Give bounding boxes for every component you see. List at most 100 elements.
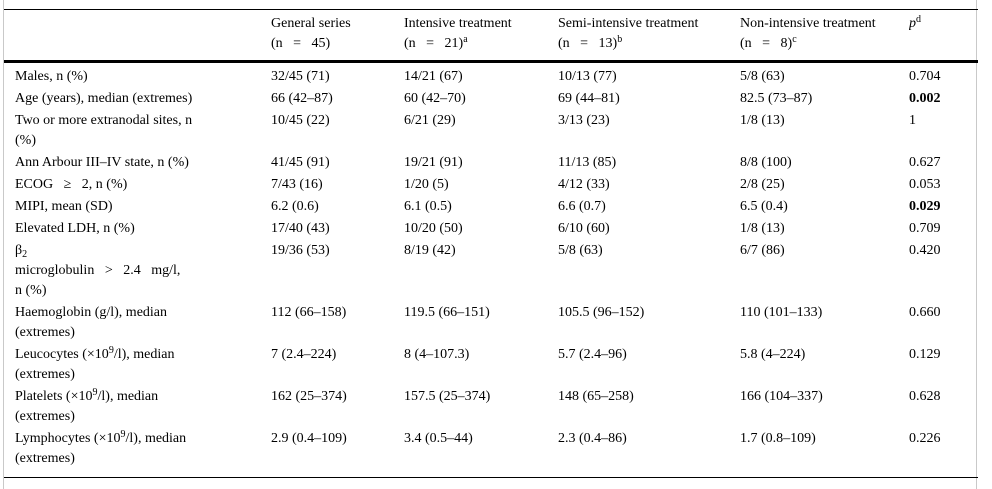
label-sup-text: 9 (120, 429, 126, 440)
cell-value: 69 (44–81) (558, 91, 620, 106)
row-label: ECOG ≥ 2, n (%) (4, 174, 271, 196)
cell-value: 148 (65–258) (558, 389, 634, 404)
column-title: Intensive treatment (404, 16, 512, 31)
header-empty-cell (4, 9, 271, 63)
table-row: Ann Arbour III–IV state, n (%) 41/45 (91)… (4, 152, 978, 174)
cell-value: 8 (4–107.3) (404, 347, 470, 362)
cell-value: 2/8 (25) (740, 177, 785, 192)
cell-value: 82.5 (73–87) (740, 91, 813, 106)
cell-value: 19/21 (91) (404, 155, 463, 170)
label-sup-text: 9 (92, 387, 98, 398)
cell-value: 6.6 (0.7) (558, 199, 606, 214)
cell-value: 11/13 (85) (558, 155, 617, 170)
cell-value: 10/13 (77) (558, 69, 617, 84)
cell-value: 1/20 (5) (404, 177, 449, 192)
cell-value: 6.2 (0.6) (271, 199, 319, 214)
row-label: MIPI, mean (SD) (4, 196, 271, 218)
table-row: Platelets (×109/l), median (extremes) 162 … (4, 386, 978, 428)
cell-p-value: 1 (909, 113, 916, 128)
label-text: (extremes) (15, 367, 75, 382)
cell-value: 2.3 (0.4–86) (558, 428, 740, 478)
table-row: MIPI, mean (SD) 6.2 (0.6) 6.1 (0.5) 6.6 (0.… (4, 196, 978, 218)
footnote-marker: c (792, 34, 797, 45)
row-label: β2 microglobulin > 2.4 mg/l, n (%) (4, 240, 271, 302)
label-text: Platelets (×10 (15, 389, 93, 404)
cell-value: 7/43 (16) (271, 177, 323, 192)
cell-p-value: 0.627 (909, 155, 941, 170)
n-count-text: (n = 21) (404, 36, 464, 51)
cell-value: 8/19 (42) (404, 243, 456, 258)
table-row: β2 microglobulin > 2.4 mg/l, n (%) 19/36 (5… (4, 240, 978, 302)
row-label: Males, n (%) (4, 62, 271, 89)
label-text: /l), median (97, 389, 159, 404)
cell-p-value: 0.053 (909, 177, 941, 192)
footnote-marker: a (463, 34, 468, 45)
n-count-text: (n = 45) (271, 36, 331, 51)
p-symbol: p (909, 16, 916, 31)
cell-value: 105.5 (96–152) (558, 305, 645, 320)
label-text: (extremes) (15, 325, 75, 340)
column-n-count: (n = 45) (271, 34, 398, 54)
cell-value: 4/12 (33) (558, 177, 610, 192)
label-text: /l), median (113, 347, 175, 362)
cell-value: 166 (104–337) (740, 389, 823, 404)
label-sub-text: 2 (22, 249, 28, 260)
column-n-count: (n = 21)a (404, 34, 552, 54)
cell-value: 32/45 (71) (271, 69, 330, 84)
cell-value: 10/20 (50) (404, 221, 463, 236)
cell-value: 112 (66–158) (271, 305, 347, 320)
cell-value: 6/21 (29) (404, 113, 456, 128)
cell-value: 162 (25–374) (271, 389, 347, 404)
cell-value: 110 (101–133) (740, 305, 823, 320)
column-n-count: (n = 13)b (558, 34, 734, 54)
row-label: Two or more extranodal sites, n (%) (4, 110, 271, 152)
label-text: Haemoglobin (g/l), median (15, 305, 168, 320)
label-sup-text: 9 (108, 345, 114, 356)
table-frame: General series (n = 45) Intensive treatm… (3, 0, 978, 489)
label-text: ECOG ≥ 2, n (%) (15, 177, 128, 192)
label-text: Lymphocytes (×10 (15, 431, 121, 446)
table-row: Lymphocytes (×109/l), median (extremes) 2.… (4, 428, 978, 478)
column-header-semi-intensive-treatment: Semi-intensive treatment (n = 13)b (558, 9, 740, 63)
n-count-text: (n = 8) (740, 36, 793, 51)
label-text: n (%) (15, 283, 47, 298)
n-count-text: (n = 13) (558, 36, 618, 51)
cell-p-value: 0.002 (909, 91, 941, 106)
column-title: pd (909, 14, 972, 34)
cell-value: 119.5 (66–151) (404, 305, 490, 320)
table-row: Two or more extranodal sites, n (%) 10/45 … (4, 110, 978, 152)
column-title: Non-intensive treatment (740, 16, 876, 31)
cell-p-value: 0.704 (909, 69, 941, 84)
label-text: Males, n (%) (15, 69, 88, 84)
label-text: Leucocytes (×10 (15, 347, 109, 362)
cell-value: 60 (42–70) (404, 91, 466, 106)
column-header-general-series: General series (n = 45) (271, 9, 404, 63)
cell-p-value: 0.660 (909, 305, 941, 320)
footnote-marker: d (916, 14, 921, 25)
cell-p-value: 0.226 (909, 428, 978, 478)
column-header-intensive-treatment: Intensive treatment (n = 21)a (404, 9, 558, 63)
cell-value: 5/8 (63) (558, 243, 603, 258)
table-row: Males, n (%) 32/45 (71) 14/21 (67) 10/13 (7… (4, 62, 978, 89)
table-body: Males, n (%) 32/45 (71) 14/21 (67) 10/13 (7… (4, 62, 978, 478)
cell-value: 6.1 (0.5) (404, 199, 452, 214)
cell-value: 8/8 (100) (740, 155, 792, 170)
row-label: Elevated LDH, n (%) (4, 218, 271, 240)
row-label: Ann Arbour III–IV state, n (%) (4, 152, 271, 174)
label-text: Elevated LDH, n (%) (15, 221, 135, 236)
cell-value: 2.9 (0.4–109) (271, 428, 404, 478)
header-row: General series (n = 45) Intensive treatm… (4, 9, 978, 63)
table-row: Age (years), median (extremes) 66 (42–87)… (4, 88, 978, 110)
cell-value: 7 (2.4–224) (271, 347, 337, 362)
cell-value: 1/8 (13) (740, 221, 785, 236)
column-header-p-value: pd (909, 9, 978, 63)
cell-value: 5/8 (63) (740, 69, 785, 84)
table-row: Leucocytes (×109/l), median (extremes) 7 (… (4, 344, 978, 386)
cell-value: 10/45 (22) (271, 113, 330, 128)
cell-value: 66 (42–87) (271, 91, 333, 106)
cell-value: 5.8 (4–224) (740, 347, 806, 362)
label-text: (%) (15, 133, 36, 148)
cell-value: 41/45 (91) (271, 155, 330, 170)
label-text: microglobulin > 2.4 mg/l, (15, 263, 181, 278)
label-text: /l), median (125, 431, 187, 446)
